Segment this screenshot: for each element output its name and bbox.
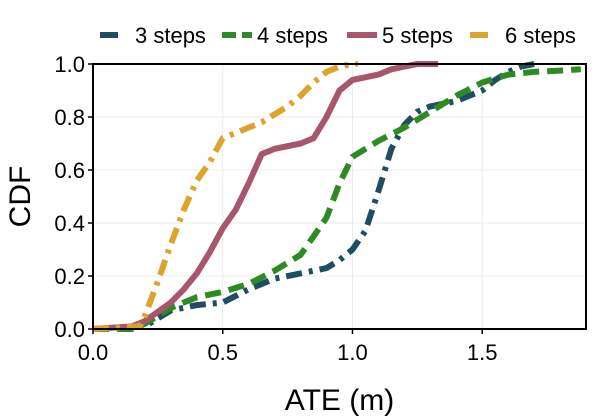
axis-ticks: 0.0 0.5 1.0 1.5 0.0 0.2 0.4 0.6 0.8 1.0 (54, 52, 497, 365)
legend-label: 3 steps (135, 23, 206, 48)
legend-label: 4 steps (257, 23, 328, 48)
y-tick-label: 1.0 (54, 52, 85, 77)
y-tick-label: 0.4 (54, 211, 85, 236)
plot-frame (92, 63, 587, 330)
legend-label: 5 steps (382, 23, 453, 48)
series-line-5-steps (92, 61, 439, 332)
x-tick-label: 0.5 (207, 340, 238, 365)
x-tick-label: 1.5 (467, 340, 498, 365)
y-tick-label: 0.6 (54, 158, 85, 183)
y-axis-title: CDF (4, 166, 37, 228)
legend-label: 6 steps (505, 23, 576, 48)
x-tick-label: 1.0 (337, 340, 368, 365)
series-line-6-steps (92, 61, 358, 332)
x-tick-label: 0.0 (78, 340, 109, 365)
y-tick-label: 0.0 (54, 317, 85, 342)
y-tick-label: 0.8 (54, 105, 85, 130)
series-line-4-steps (93, 66, 581, 332)
y-tick-label: 0.2 (54, 264, 85, 289)
series-lines (92, 61, 581, 332)
legend: 3 steps 4 steps 5 steps 6 steps (100, 23, 576, 48)
x-axis-title: ATE (m) (285, 384, 394, 417)
grid-lines (92, 63, 586, 330)
series-line-3-steps (92, 61, 535, 332)
